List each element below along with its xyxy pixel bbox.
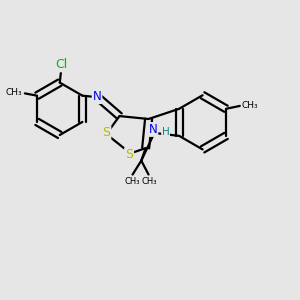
Text: S: S	[102, 126, 110, 139]
Text: CH₃: CH₃	[5, 88, 22, 97]
Text: N: N	[93, 90, 101, 103]
Text: CH₃: CH₃	[124, 176, 140, 185]
Text: H: H	[162, 127, 170, 137]
Text: CH₃: CH₃	[141, 176, 157, 185]
Text: N: N	[148, 123, 157, 136]
Text: Cl: Cl	[55, 58, 67, 71]
Text: S: S	[125, 148, 133, 161]
Text: CH₃: CH₃	[242, 101, 258, 110]
